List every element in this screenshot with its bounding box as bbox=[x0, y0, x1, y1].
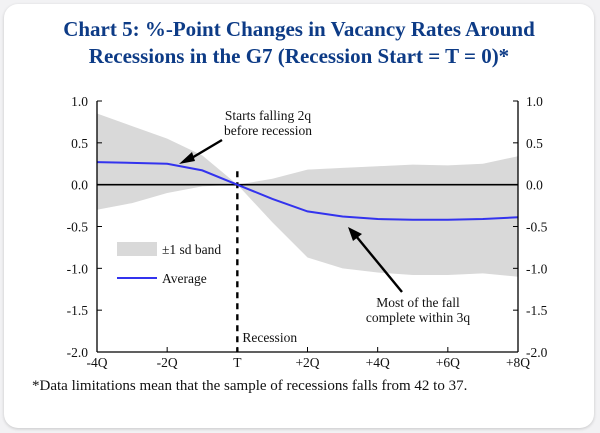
legend-layer: ±1 sd band Average bbox=[117, 242, 221, 286]
legend-label-band: ±1 sd band bbox=[162, 242, 221, 257]
y-tick-label-left: 1.0 bbox=[71, 94, 88, 109]
y-tick-label-right: 1.0 bbox=[526, 94, 543, 109]
annotation-fall-complete-line-2: complete within 3q bbox=[366, 310, 470, 325]
chart-title: Chart 5: %-Point Changes in Vacancy Rate… bbox=[4, 16, 594, 70]
x-tick-label: +4Q bbox=[366, 355, 390, 370]
recession-label: Recession bbox=[242, 330, 297, 345]
y-tick-label-left: -0.5 bbox=[67, 220, 89, 235]
annotation-starts-falling-line-1: Starts falling 2q bbox=[225, 108, 311, 123]
sd-band-layer bbox=[97, 113, 518, 277]
y-tick-label-left: -1.0 bbox=[67, 261, 89, 276]
x-tick-label: +8Q bbox=[506, 355, 530, 370]
y-tick-label-right: -1.5 bbox=[526, 303, 548, 318]
axes-layer: -2.0 -2.0 -1.5 -1.5 -1.0 -1.0 -0.5 -0.5 0.0 0.0 0.… bbox=[67, 94, 548, 370]
y-tick-label-right: 0.5 bbox=[526, 136, 543, 151]
y-tick-label-right: -2.0 bbox=[526, 345, 548, 360]
y-tick-label-left: -2.0 bbox=[67, 345, 89, 360]
x-tick-label: +2Q bbox=[295, 355, 319, 370]
x-tick-label: +6Q bbox=[436, 355, 460, 370]
x-tick-label: T bbox=[233, 355, 242, 370]
legend-label-average: Average bbox=[162, 271, 207, 286]
arrow-starts-falling-head bbox=[179, 152, 195, 164]
y-tick-label-left: 0.5 bbox=[71, 136, 88, 151]
y-tick-label-left: 0.0 bbox=[71, 178, 88, 193]
annotation-starts-falling-line-2: before recession bbox=[224, 123, 312, 138]
y-tick-label-left: -1.5 bbox=[67, 303, 89, 318]
chart-plot: Recession -2.0 -2.0 -1.5 -1.5 -1.0 -1.0 -0.5 -0… bbox=[67, 94, 548, 370]
series-line-average bbox=[96, 161, 519, 221]
arrow-fall-complete-head bbox=[348, 227, 362, 241]
y-tick-label-right: -0.5 bbox=[526, 220, 548, 235]
footnote: *Data limitations mean that the sample o… bbox=[32, 378, 468, 394]
chart-title-line-2: Recessions in the G7 (Recession Start = … bbox=[88, 44, 510, 68]
x-tick-label: -4Q bbox=[87, 355, 108, 370]
y-tick-label-right: 0.0 bbox=[526, 178, 543, 193]
series-layer bbox=[96, 161, 519, 221]
y-tick-label-right: -1.0 bbox=[526, 261, 548, 276]
chart-title-line-1: Chart 5: %-Point Changes in Vacancy Rate… bbox=[63, 17, 535, 41]
arrow-fall-complete-shaft bbox=[355, 235, 403, 293]
arrow-starts-falling-shaft bbox=[189, 138, 223, 161]
recession-marker-layer: Recession bbox=[236, 171, 297, 352]
chart-card: Chart 5: %-Point Changes in Vacancy Rate… bbox=[4, 4, 594, 428]
sd-band-area bbox=[97, 113, 518, 277]
x-tick-label: -2Q bbox=[157, 355, 178, 370]
legend-swatch-band bbox=[117, 242, 157, 256]
annotation-fall-complete-line-1: Most of the fall bbox=[376, 295, 460, 310]
